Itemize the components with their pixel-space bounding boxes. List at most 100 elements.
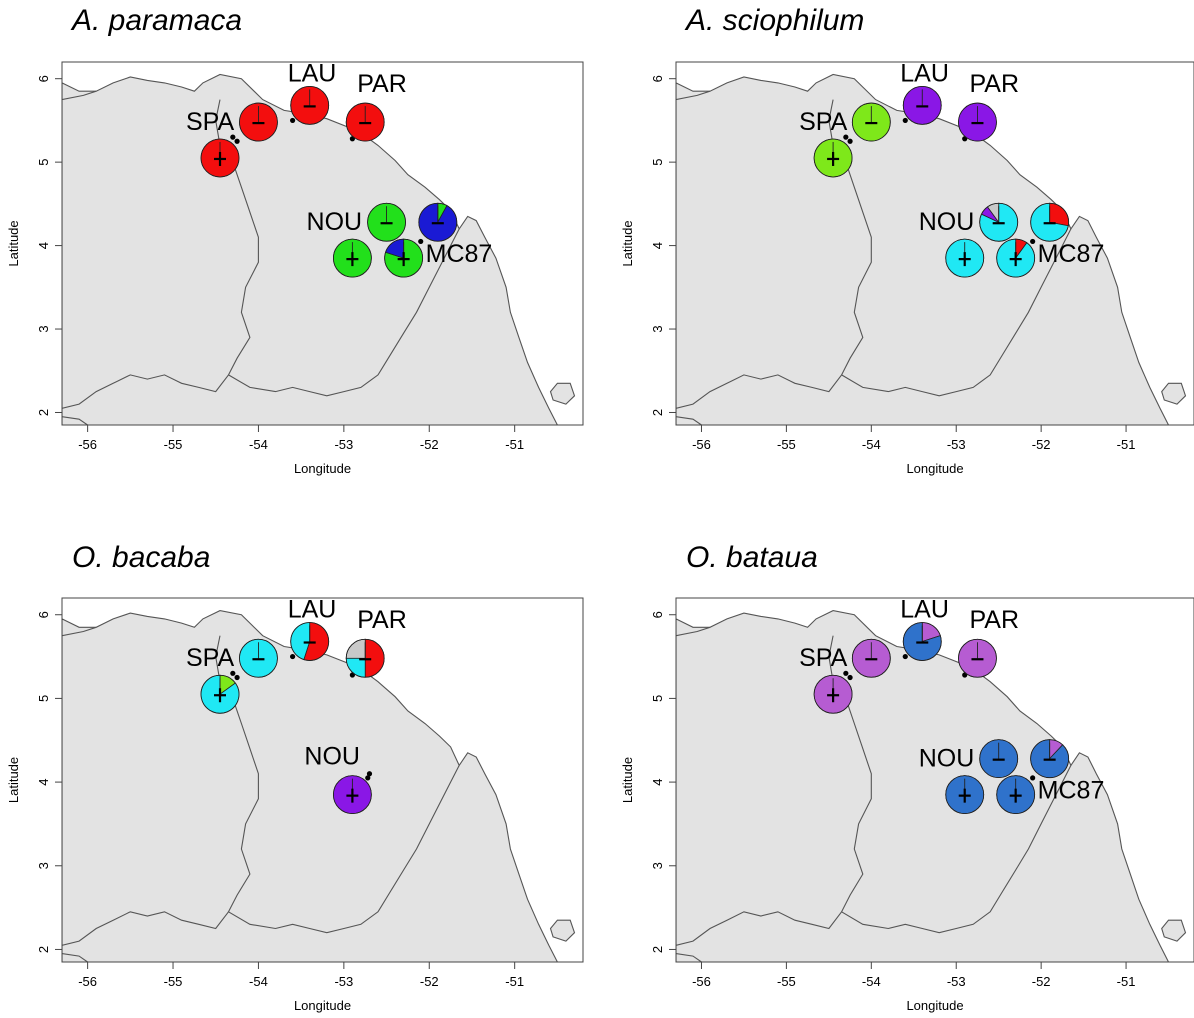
border-line bbox=[676, 626, 711, 637]
border-line bbox=[828, 99, 1072, 397]
border-line bbox=[62, 90, 97, 101]
sample-dot bbox=[902, 117, 908, 124]
site-label-mc87: MC87 bbox=[1038, 777, 1105, 805]
border-line bbox=[676, 911, 843, 946]
sample-dot bbox=[843, 670, 849, 676]
pie-chart bbox=[902, 622, 942, 661]
pie-chart bbox=[902, 85, 942, 125]
y-tick-label: 4 bbox=[650, 242, 665, 249]
y-tick-label: 4 bbox=[36, 778, 51, 785]
site-label-mc87: MC87 bbox=[1038, 240, 1105, 268]
pie-chart bbox=[367, 202, 406, 242]
y-tick-label: 4 bbox=[650, 778, 665, 785]
pie-chart bbox=[290, 85, 330, 125]
map-panel-1: A. paramaca SPA LAU PAR NOU MC87 -56 -55 -54 -53 -… bbox=[6, 4, 584, 476]
y-tick-label: 6 bbox=[36, 75, 51, 82]
y-tick-label: 3 bbox=[36, 862, 51, 869]
pie-chart bbox=[996, 775, 1036, 815]
sample-dot bbox=[847, 674, 853, 681]
sample-dot bbox=[230, 134, 236, 140]
panel-title: O. bacaba bbox=[72, 541, 210, 574]
land-shape bbox=[676, 610, 1170, 962]
pie-chart bbox=[345, 102, 385, 142]
site-label-spa: SPA bbox=[799, 644, 847, 672]
pie-chart bbox=[996, 238, 1036, 278]
x-tick-label: -54 bbox=[249, 974, 268, 989]
plot-frame bbox=[675, 597, 1194, 963]
site-label-par: PAR bbox=[357, 70, 407, 98]
border-line bbox=[62, 626, 97, 637]
border-line bbox=[676, 90, 711, 101]
panel-title: A. sciophilum bbox=[684, 4, 864, 37]
x-axis-label: Longitude bbox=[294, 461, 351, 476]
panel-title: A. paramaca bbox=[70, 4, 242, 37]
plot-frame bbox=[61, 597, 584, 963]
pie-chart bbox=[979, 739, 1019, 779]
site-label-nou: NOU bbox=[919, 745, 975, 773]
x-tick-label: -53 bbox=[947, 437, 966, 452]
border-line bbox=[676, 953, 702, 962]
y-tick-label: 6 bbox=[650, 75, 665, 82]
pie-chart bbox=[958, 638, 997, 678]
pie-chart bbox=[332, 775, 372, 815]
y-tick-label: 4 bbox=[36, 242, 51, 249]
pie-chart bbox=[1030, 202, 1070, 242]
site-label-mc87: MC87 bbox=[426, 240, 493, 268]
sample-dot bbox=[290, 117, 296, 124]
y-tick-label: 3 bbox=[36, 325, 51, 332]
map-area bbox=[676, 73, 1187, 425]
x-tick-label: -52 bbox=[420, 974, 439, 989]
x-tick-label: -55 bbox=[777, 974, 796, 989]
pie-chart bbox=[851, 638, 891, 678]
panel-title: O. bataua bbox=[686, 541, 818, 574]
pie-chart bbox=[239, 102, 278, 142]
border-line bbox=[828, 635, 1072, 934]
sample-dot bbox=[365, 775, 371, 781]
x-tick-label: -51 bbox=[505, 437, 524, 452]
x-tick-label: -51 bbox=[1117, 437, 1136, 452]
pie-chart bbox=[290, 622, 330, 661]
sample-dot bbox=[843, 134, 849, 140]
y-tick-label: 3 bbox=[650, 862, 665, 869]
island-shape bbox=[549, 382, 576, 405]
site-label-lau: LAU bbox=[900, 59, 949, 87]
border-line bbox=[676, 416, 702, 425]
sample-dot bbox=[234, 138, 240, 144]
x-tick-label: -56 bbox=[692, 437, 711, 452]
sample-dot bbox=[1030, 238, 1036, 245]
sample-dot bbox=[1030, 775, 1036, 781]
x-tick-label: -54 bbox=[249, 437, 268, 452]
plot-frame bbox=[61, 61, 584, 426]
x-tick-label: -51 bbox=[1117, 974, 1136, 989]
plot-frame bbox=[675, 61, 1194, 426]
y-axis-label: Latitude bbox=[6, 220, 21, 266]
sample-dot bbox=[290, 653, 296, 660]
y-tick-label: 2 bbox=[650, 409, 665, 416]
site-label-spa: SPA bbox=[799, 108, 847, 136]
border-line bbox=[215, 635, 460, 934]
site-label-spa: SPA bbox=[186, 108, 234, 136]
land-shape bbox=[676, 73, 1170, 425]
pie-chart bbox=[418, 202, 458, 242]
x-tick-label: -52 bbox=[1032, 974, 1051, 989]
island-shape bbox=[1161, 919, 1187, 942]
map-area bbox=[676, 610, 1187, 962]
sample-dot bbox=[418, 238, 424, 245]
y-axis-label: Latitude bbox=[6, 757, 21, 803]
pie-chart bbox=[332, 238, 372, 278]
site-label-lau: LAU bbox=[288, 596, 337, 624]
pie-chart bbox=[239, 638, 278, 678]
y-tick-label: 2 bbox=[36, 409, 51, 416]
pie-chart bbox=[1030, 739, 1070, 779]
sample-dot bbox=[234, 674, 240, 681]
x-axis-label: Longitude bbox=[294, 998, 351, 1013]
y-tick-label: 5 bbox=[650, 159, 665, 166]
site-label-par: PAR bbox=[969, 70, 1019, 98]
x-tick-label: -53 bbox=[334, 974, 353, 989]
pie-chart bbox=[200, 674, 240, 714]
x-tick-label: -55 bbox=[164, 974, 183, 989]
sample-dot bbox=[230, 670, 236, 676]
pie-chart bbox=[200, 138, 240, 178]
